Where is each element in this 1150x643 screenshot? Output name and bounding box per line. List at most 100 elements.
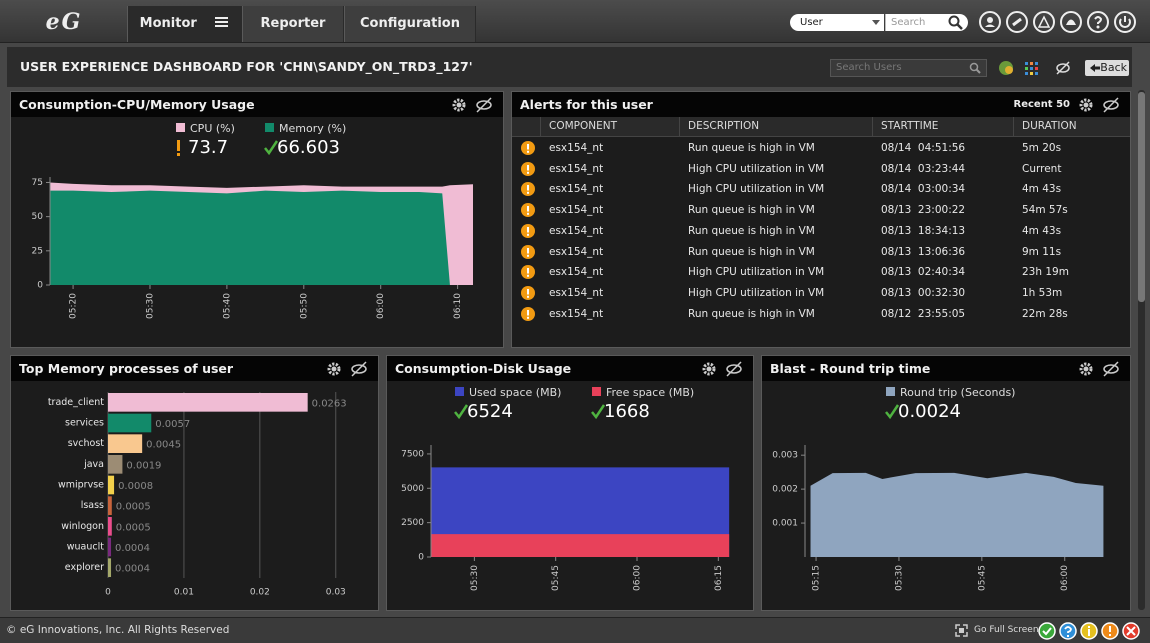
alerts-panel: Alerts for this user Recent 50 COMPONENT… xyxy=(511,91,1131,348)
user-select[interactable]: User xyxy=(790,14,884,31)
table-header: COMPONENT DESCRIPTION STARTTIME DURATION xyxy=(512,117,1130,137)
panel-title: Consumption-CPU/Memory Usage xyxy=(11,92,503,117)
disk-panel: Consumption-Disk Usage xyxy=(386,355,754,611)
alert-cell: Run queue is high in VM xyxy=(688,245,815,258)
search-input[interactable]: Search xyxy=(885,14,968,31)
alert-row: esx154_nt Run queue is high in VM 08/13 18… xyxy=(512,221,1130,241)
panel-tools[interactable] xyxy=(451,97,495,113)
alert-row: esx154_nt Run queue is high in VM 08/13 23… xyxy=(512,200,1130,220)
alert-row: esx154_nt Run queue is high in VM 08/14 04… xyxy=(512,138,1130,158)
alert-cell: 4m 43s xyxy=(1022,224,1062,237)
alert-cell: Run queue is high in VM xyxy=(688,204,815,217)
alert-cell: 08/13 13:06:36 xyxy=(881,245,966,258)
search-icon[interactable] xyxy=(969,62,981,74)
gear-hub xyxy=(1083,366,1089,372)
icon-dot xyxy=(527,274,529,277)
alert-cell: 4m 43s xyxy=(1022,183,1062,196)
gear-icon xyxy=(702,362,716,376)
icon-dot xyxy=(527,192,529,195)
memory-processes-panel: Top Memory processes of user xyxy=(10,355,379,611)
alert-cell: 08/14 03:00:34 xyxy=(881,183,966,196)
dashboard-title: USER EXPERIENCE DASHBOARD FOR 'CHN\SANDY… xyxy=(20,59,473,74)
recent-count[interactable]: Recent 50 xyxy=(1013,99,1071,110)
column-header: COMPONENT xyxy=(540,117,679,136)
icon-bar xyxy=(527,288,529,295)
icon-bar xyxy=(527,206,529,212)
toolbar-icons[interactable] xyxy=(997,59,1077,77)
alert-cell: 9m 11s xyxy=(1022,245,1062,258)
gear-hub xyxy=(331,366,337,372)
footer: © eG Innovations, Inc. All Rights Reserv… xyxy=(0,617,1150,643)
icon-bar xyxy=(527,226,529,233)
alert-cell: 08/13 18:34:13 xyxy=(881,224,966,237)
alert-cell: esx154_nt xyxy=(549,245,604,258)
hide-icon xyxy=(726,364,742,374)
gear-icon xyxy=(452,98,466,112)
alert-cell: esx154_nt xyxy=(549,183,604,196)
alert-cell: 54m 57s xyxy=(1022,204,1068,217)
scroll-thumb[interactable] xyxy=(1138,92,1145,302)
alert-cell: 1h 53m xyxy=(1022,286,1063,299)
gear-hub xyxy=(1083,102,1089,108)
panel-tools[interactable] xyxy=(326,361,370,377)
alert-cell: 22m 28s xyxy=(1022,307,1068,320)
gear-icon xyxy=(327,362,341,376)
back-arrow xyxy=(1090,64,1100,72)
alert-icon xyxy=(521,265,535,280)
icon-dot xyxy=(527,316,529,319)
alert-cell: 23h 19m xyxy=(1022,266,1069,279)
status-icons[interactable] xyxy=(1037,621,1147,641)
hide-slash xyxy=(476,97,492,113)
dropdown-arrow xyxy=(872,20,880,25)
alert-cell: Run queue is high in VM xyxy=(688,224,815,237)
column-header: STARTTIME xyxy=(872,117,1013,136)
back-button[interactable]: Back xyxy=(1085,60,1129,76)
gear-icon xyxy=(1079,362,1093,376)
tab[interactable]: Configuration xyxy=(344,6,476,42)
search-users-input[interactable]: Search Users xyxy=(830,59,987,77)
alert-row: esx154_nt Run queue is high in VM 08/12 23… xyxy=(512,304,1130,324)
logo[interactable]: eG xyxy=(45,9,83,35)
alert-cell: 08/13 23:00:22 xyxy=(881,204,966,217)
icon-bar xyxy=(527,185,529,191)
alert-cell: 08/13 00:32:30 xyxy=(881,286,966,299)
alert-cell: 08/14 04:51:56 xyxy=(881,142,966,154)
alert-cell: esx154_nt xyxy=(549,204,604,217)
icon-dot xyxy=(527,295,529,298)
alert-row: esx154_nt Run queue is high in VM 08/13 13… xyxy=(512,242,1130,262)
alert-icon xyxy=(521,285,535,300)
alert-icon xyxy=(521,141,535,155)
panel-tools[interactable] xyxy=(701,361,745,377)
hide-slash xyxy=(351,361,367,377)
nav-icons[interactable] xyxy=(976,10,1140,34)
alert-cell: Run queue is high in VM xyxy=(688,142,815,154)
alert-cell: esx154_nt xyxy=(549,142,604,154)
alert-icon xyxy=(521,244,535,259)
alert-cell: esx154_nt xyxy=(549,162,604,175)
hide-icon xyxy=(1103,100,1119,110)
tab-label: Monitor xyxy=(139,16,197,31)
fullscreen-icon[interactable] xyxy=(955,624,968,637)
tab[interactable]: Reporter xyxy=(242,6,344,42)
menu-icon xyxy=(215,17,229,27)
copyright: © eG Innovations, Inc. All Rights Reserv… xyxy=(6,624,230,636)
icon-bar xyxy=(527,268,529,274)
alert-cell: Current xyxy=(1022,162,1062,175)
icon-dot xyxy=(527,150,529,153)
cpu-memory-panel: Consumption-CPU/Memory Usage xyxy=(10,91,504,348)
alert-icon xyxy=(521,203,535,218)
tab[interactable]: Monitor xyxy=(127,6,242,42)
alert-icon xyxy=(521,182,535,197)
hide-icon xyxy=(1103,364,1119,374)
search-icon[interactable] xyxy=(948,15,963,30)
dashboard-header: USER EXPERIENCE DASHBOARD FOR 'CHN\SANDY… xyxy=(7,47,1132,87)
hide-slash xyxy=(726,361,742,377)
fullscreen-link[interactable]: Go Full Screen xyxy=(974,625,1039,635)
scrollbar[interactable] xyxy=(1138,90,1145,610)
panel-tools[interactable] xyxy=(1078,97,1122,113)
panel-tools[interactable] xyxy=(1078,361,1122,377)
icon-bar xyxy=(527,164,529,171)
blast-panel: Blast - Round trip time xyxy=(761,355,1131,611)
alert-icon xyxy=(521,161,535,176)
